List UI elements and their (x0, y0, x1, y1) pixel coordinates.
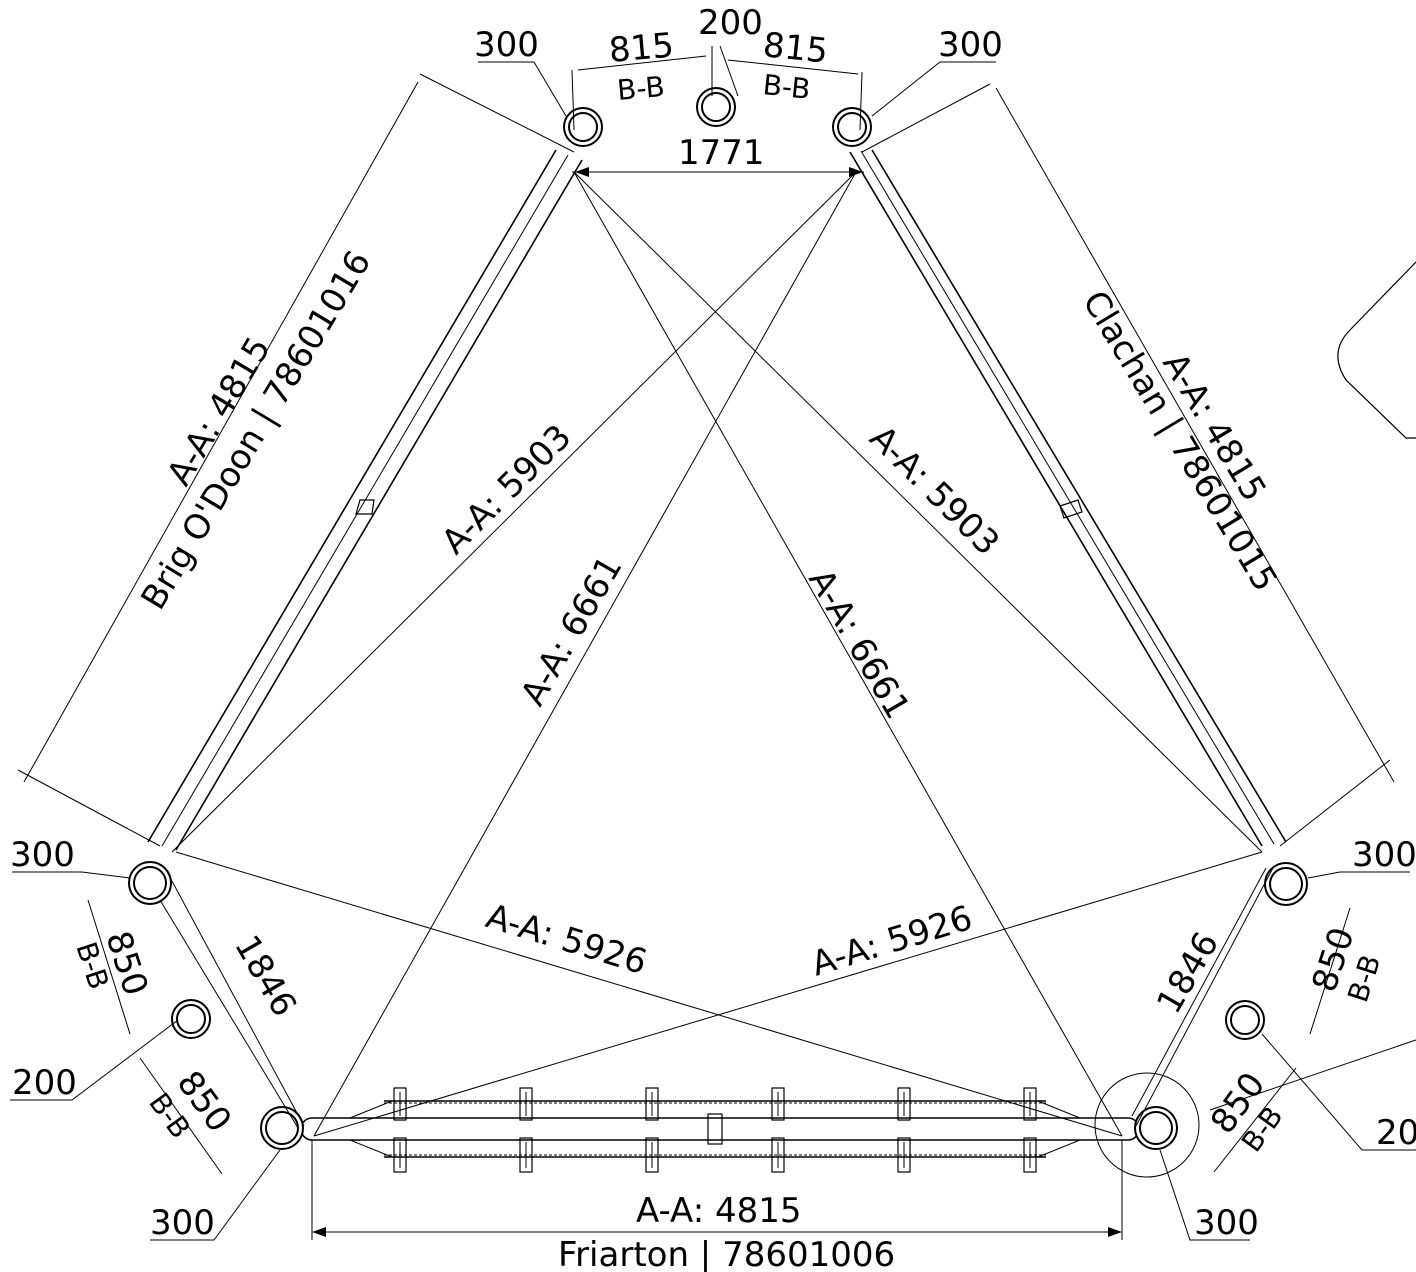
lattice-post (393, 1087, 407, 1121)
dim-815-right: 815 (761, 25, 830, 72)
callout-300-bottom-left: 300 (150, 1203, 215, 1243)
lattice-post (519, 1137, 533, 1173)
partial-detail-view (1337, 261, 1416, 439)
diag-5926-left: A-A: 5926 (481, 896, 651, 983)
callout-300-bottom-right: 300 (1194, 1203, 1259, 1243)
lattice-post (519, 1087, 533, 1121)
bottom-lattice (349, 1087, 1081, 1173)
dim-1771: 1771 (678, 133, 765, 173)
lattice-post (771, 1137, 785, 1173)
lattice-post (393, 1137, 407, 1173)
dim-1846-left: 1846 (226, 929, 304, 1024)
detail-circle (1094, 1072, 1200, 1178)
diag-5903-right: A-A: 5903 (862, 418, 1007, 563)
member-left-label: Brig O'Doon | 78601016 (133, 244, 379, 617)
member-left-tube (147, 149, 583, 851)
dim-1846-right: 1846 (1149, 926, 1227, 1021)
lattice-post (645, 1087, 659, 1121)
member-right-label: Clachan | 78601015 (1074, 284, 1285, 598)
dim-bb-top-left: B-B (616, 70, 666, 107)
lattice-post (897, 1087, 911, 1121)
callout-200-left: 200 (12, 1063, 77, 1103)
callout-300-right: 300 (1352, 835, 1416, 875)
dim-815-left: 815 (607, 25, 675, 71)
lattice-post (645, 1137, 659, 1173)
diag-5903-left: A-A: 5903 (434, 417, 579, 562)
dim-bb-top-right: B-B (761, 68, 812, 106)
labels: Brig O'Doon | 78601016 A-A: 4815 Clachan… (10, 3, 1416, 1272)
member-bottom-length: A-A: 4815 (636, 1191, 801, 1231)
lattice-post (1023, 1087, 1037, 1121)
diag-6661-left: A-A: 6661 (513, 549, 630, 712)
diag-6661-right: A-A: 6661 (800, 563, 917, 726)
callout-300-top-left: 300 (474, 25, 539, 65)
dim-top-center: 200 (698, 3, 763, 43)
member-bottom-label: Friarton | 78601006 (558, 1235, 895, 1272)
callout-300-top-right: 300 (938, 25, 1003, 65)
dimension-lines (17, 45, 1395, 1240)
callout-300-left: 300 (10, 835, 75, 875)
lattice-post (1023, 1137, 1037, 1173)
lattice-post (771, 1087, 785, 1121)
leader-lines (10, 61, 1416, 1241)
diag-5926-right: A-A: 5926 (807, 898, 977, 985)
callout-200-right: 20 (1376, 1113, 1416, 1153)
lattice-post (897, 1137, 911, 1173)
member-bottom-tube (300, 1113, 1140, 1145)
member-right-tube (849, 149, 1287, 847)
node-circles (128, 87, 1308, 1178)
